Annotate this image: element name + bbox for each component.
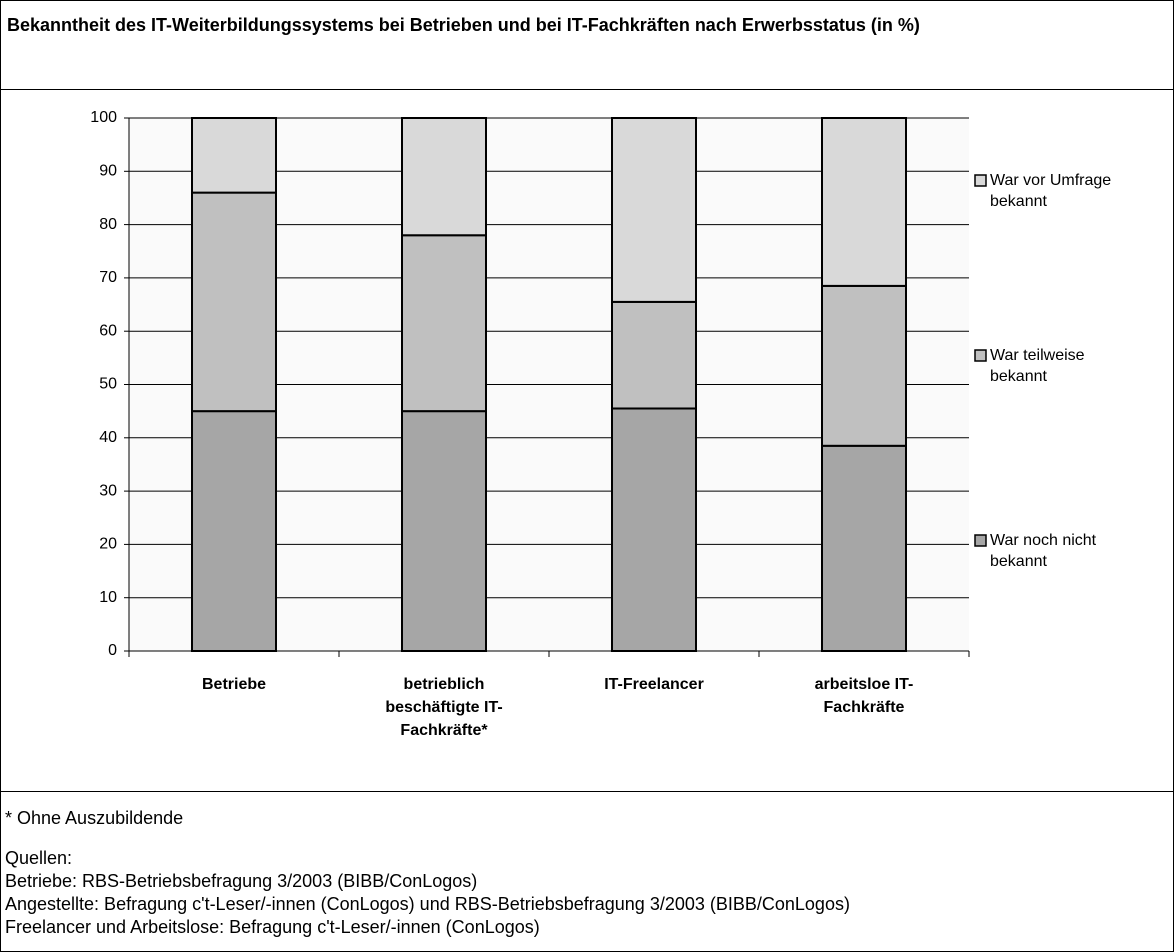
chart: 0 10 20 30 40 50 60 70 80 90 100	[90, 109, 987, 659]
x-tick-label: IT-Freelancer	[604, 676, 704, 693]
y-tick-label: 50	[99, 376, 117, 393]
bar-segment	[401, 117, 487, 237]
y-tick-label: 60	[99, 322, 117, 339]
x-tick-label: betrieblich beschäftigte IT-Fachkräfte*	[385, 676, 503, 739]
y-tick-label: 20	[99, 536, 117, 553]
y-tick-label: 80	[99, 216, 117, 233]
bar-segment	[821, 284, 907, 447]
bar-segment	[401, 234, 487, 413]
legend-label: War vor Umfrage bekannt	[990, 172, 1112, 210]
source-line: Angestellte: Befragung c't-Leser/-innen …	[5, 894, 850, 914]
y-tick-label: 100	[90, 109, 117, 126]
y-tick-label: 90	[99, 163, 117, 180]
source-line: Freelancer und Arbeitslose: Befragung c'…	[5, 917, 540, 937]
sources-heading: Quellen:	[5, 848, 73, 868]
y-tick-label: 0	[108, 642, 117, 659]
legend-swatch	[974, 174, 987, 187]
legend-swatch	[974, 349, 987, 362]
x-tick-label: arbeitsloe IT-Fachkräfte	[814, 676, 914, 716]
divider	[1, 89, 1173, 90]
divider	[1, 791, 1173, 792]
y-tick-label: 40	[99, 429, 117, 446]
legend-label: War noch nicht bekannt	[990, 532, 1097, 570]
bar-segment	[821, 444, 907, 653]
bar-segment	[821, 117, 907, 287]
source-line: Betriebe: RBS-Betriebsbefragung 3/2003 (…	[5, 871, 478, 891]
x-tick-label: Betriebe	[201, 676, 267, 693]
y-tick-label: 70	[99, 269, 117, 286]
bar-segment	[191, 117, 277, 194]
bar-segment	[611, 407, 697, 652]
legend-label: War teilweise bekannt	[990, 347, 1085, 385]
bar-segment	[611, 300, 697, 410]
legend-swatch	[974, 534, 987, 547]
bar-segment	[611, 117, 697, 303]
bar-segment	[401, 410, 487, 652]
y-tick-label: 10	[99, 589, 117, 606]
chart-title: Bekanntheit des IT-Weiterbildungssystems…	[7, 15, 920, 35]
footnote: * Ohne Auszubildende	[5, 808, 184, 828]
bar-segment	[191, 410, 277, 652]
y-tick-label: 30	[99, 482, 117, 499]
bar-segment	[191, 191, 277, 413]
